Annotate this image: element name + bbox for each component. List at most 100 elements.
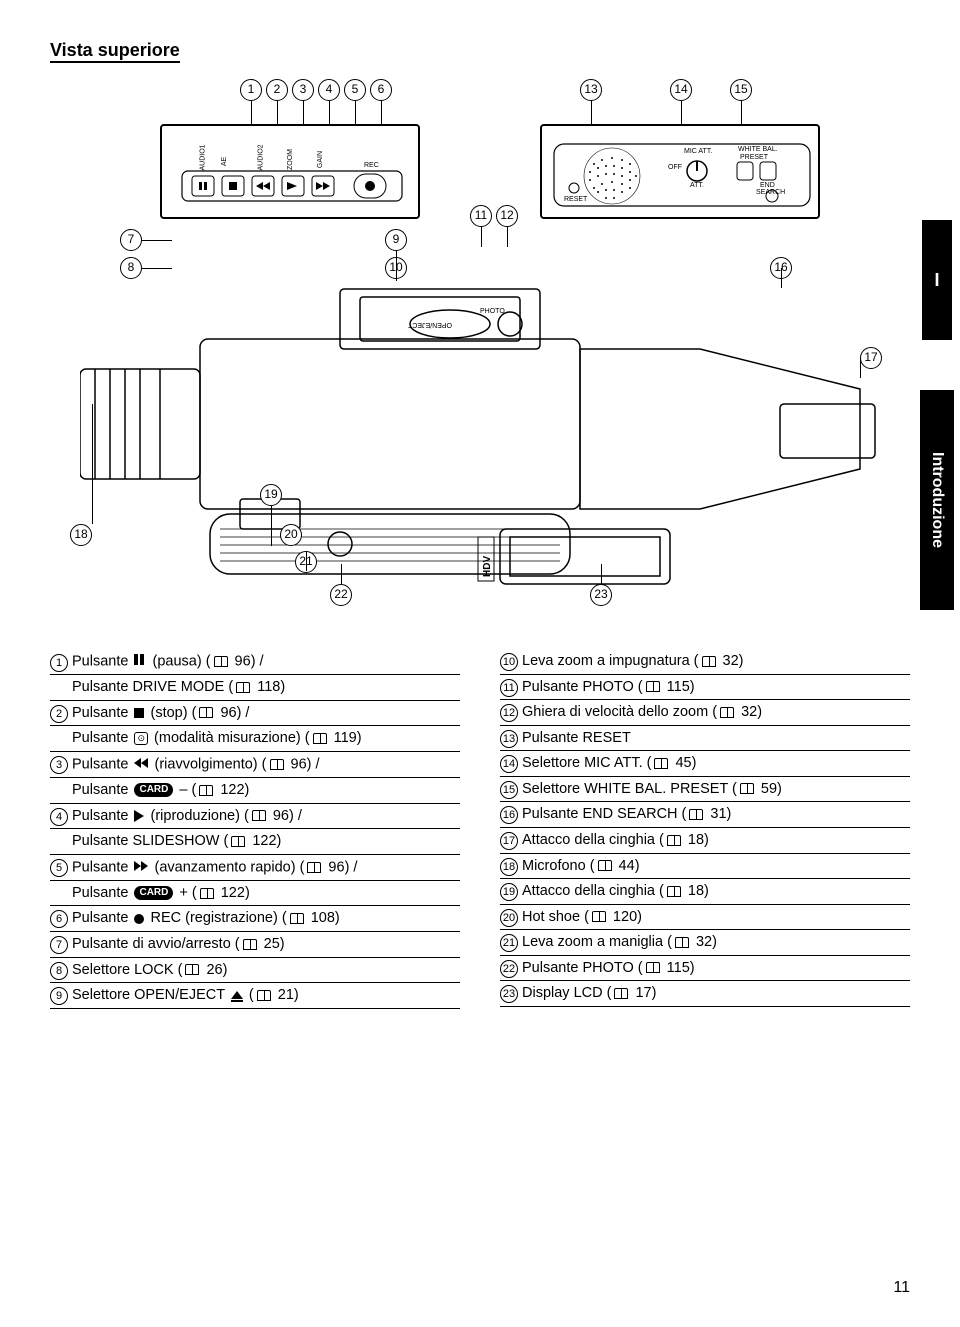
book-icon — [243, 939, 257, 950]
reference-line: 13Pulsante RESET — [500, 726, 910, 752]
reference-number: 1 — [50, 654, 68, 672]
reference-number: 21 — [500, 934, 518, 952]
reference-line: 14Selettore MIC ATT. ( 45) — [500, 751, 910, 777]
reference-line: 1Pulsante (pausa) ( 96) / — [50, 649, 460, 675]
leader-line — [481, 227, 482, 247]
book-icon — [290, 913, 304, 924]
reference-line: 11Pulsante PHOTO ( 115) — [500, 675, 910, 701]
book-icon — [720, 707, 734, 718]
callout-20: 20 — [280, 524, 302, 546]
card-badge: CARD — [134, 886, 173, 900]
callout-12: 12 — [496, 205, 518, 227]
meter-icon: ⊙ — [134, 732, 148, 745]
callout-15: 15 — [730, 79, 752, 101]
reference-text: Display LCD ( 17) — [522, 984, 656, 1004]
book-icon — [270, 759, 284, 770]
reference-line: 20Hot shoe ( 120) — [500, 905, 910, 931]
reference-line: 8Selettore LOCK ( 26) — [50, 958, 460, 984]
reference-text: Pulsante ⊙ (modalità misurazione) ( 119) — [72, 729, 362, 749]
reference-subline: Pulsante DRIVE MODE ( 118) — [50, 675, 460, 701]
reference-text: Pulsante RESET — [522, 729, 631, 749]
reference-line: 12Ghiera di velocità dello zoom ( 32) — [500, 700, 910, 726]
book-icon — [598, 860, 612, 871]
leader-line — [507, 227, 508, 247]
leader-line — [591, 101, 592, 126]
fast-forward-icon — [134, 858, 148, 878]
reference-text: Attacco della cinghia ( 18) — [522, 831, 709, 851]
reference-number: 3 — [50, 756, 68, 774]
book-icon — [614, 988, 628, 999]
book-icon — [740, 783, 754, 794]
label-preset: PRESET — [740, 154, 768, 161]
reference-number: 7 — [50, 936, 68, 954]
reference-number: 13 — [500, 730, 518, 748]
book-icon — [252, 810, 266, 821]
leader-line — [303, 101, 304, 126]
detail-box-switches: RESET OFF ATT. MIC ATT. WHITE BAL. PRESE… — [540, 124, 820, 219]
reference-number: 9 — [50, 987, 68, 1005]
callout-13: 13 — [580, 79, 602, 101]
callout-17: 17 — [860, 347, 882, 369]
reference-line: 16Pulsante END SEARCH ( 31) — [500, 802, 910, 828]
book-icon — [592, 911, 606, 922]
reference-number: 16 — [500, 806, 518, 824]
reference-subline: Pulsante SLIDESHOW ( 122) — [50, 829, 460, 855]
leader-line — [741, 101, 742, 126]
label-zoom: ZOOM — [287, 149, 294, 170]
leader-line — [781, 268, 782, 288]
reference-line: 22Pulsante PHOTO ( 115) — [500, 956, 910, 982]
reference-columns: 1Pulsante (pausa) ( 96) / Pulsante DRIVE … — [50, 649, 910, 1009]
callout-11: 11 — [470, 205, 492, 227]
reference-text: Pulsante CARD – ( 122) — [72, 781, 249, 801]
reference-number: 17 — [500, 832, 518, 850]
reference-text: Selettore WHITE BAL. PRESET ( 59) — [522, 780, 782, 800]
callout-22: 22 — [330, 584, 352, 606]
label-mic-att: MIC ATT. — [684, 148, 712, 155]
book-icon — [199, 707, 213, 718]
svg-text:HDV: HDV — [482, 556, 493, 577]
label-open-eject: OPEN/EJECT — [407, 321, 452, 328]
label-end: END — [760, 182, 775, 189]
book-icon — [307, 862, 321, 873]
book-icon — [689, 809, 703, 820]
reference-number: 12 — [500, 704, 518, 722]
label-photo-small: PHOTO — [480, 308, 505, 315]
reference-line: 19Attacco della cinghia ( 18) — [500, 879, 910, 905]
reference-text: Pulsante END SEARCH ( 31) — [522, 805, 731, 825]
book-icon — [646, 962, 660, 973]
leader-line — [396, 251, 397, 281]
callout-9: 9 — [385, 229, 407, 251]
page-title: Vista superiore — [50, 40, 180, 63]
label-audio2: AUDIO2 — [258, 144, 265, 170]
reference-number: 2 — [50, 705, 68, 723]
reference-number: 20 — [500, 909, 518, 927]
book-icon — [667, 835, 681, 846]
book-icon — [185, 964, 199, 975]
reference-text: Pulsante CARD + ( 122) — [72, 884, 250, 904]
reference-text: Pulsante REC (registrazione) ( 108) — [72, 909, 340, 929]
reference-number: 15 — [500, 781, 518, 799]
pause-icon — [134, 652, 146, 672]
reference-number: 14 — [500, 755, 518, 773]
leader-line — [681, 101, 682, 126]
callout-8: 8 — [120, 257, 142, 279]
reference-number: 10 — [500, 653, 518, 671]
reference-column-left: 1Pulsante (pausa) ( 96) / Pulsante DRIVE … — [50, 649, 460, 1009]
reference-number: 8 — [50, 962, 68, 980]
leader-line — [142, 240, 172, 241]
reference-subline: Pulsante CARD + ( 122) — [50, 881, 460, 907]
label-search: SEARCH — [756, 189, 785, 196]
reference-number: 6 — [50, 910, 68, 928]
stop-icon — [134, 708, 144, 718]
label-white-bal: WHITE BAL. — [738, 146, 778, 153]
reference-text: Pulsante DRIVE MODE ( 118) — [72, 678, 285, 698]
callout-2: 2 — [266, 79, 288, 101]
reference-line: 9Selettore OPEN/EJECT ( 21) — [50, 983, 460, 1009]
reference-line: 5Pulsante (avanzamento rapido) ( 96) / — [50, 855, 460, 881]
reference-line: 7Pulsante di avvio/arresto ( 25) — [50, 932, 460, 958]
callout-1: 1 — [240, 79, 262, 101]
leader-line — [355, 101, 356, 126]
callout-18: 18 — [70, 524, 92, 546]
book-icon — [257, 990, 271, 1001]
reference-line: 23Display LCD ( 17) — [500, 981, 910, 1007]
